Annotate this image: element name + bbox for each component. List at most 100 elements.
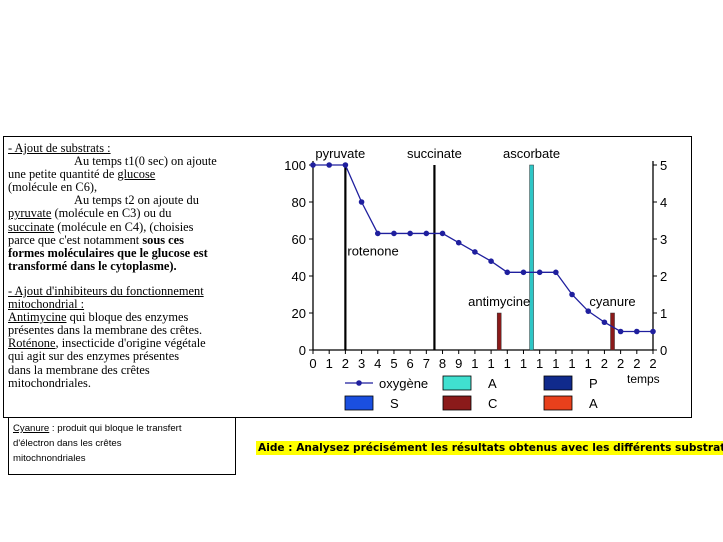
- oxygen-point: [342, 162, 349, 168]
- event-label-rotenone: rotenone: [347, 244, 398, 259]
- oxygen-point: [358, 199, 365, 205]
- x-tick-label: 2: [617, 356, 624, 371]
- event-label-succinate: succinate: [407, 146, 462, 161]
- x-tick-label: 1: [471, 356, 478, 371]
- oxygen-point: [617, 328, 624, 335]
- x-tick-label: 1: [487, 356, 494, 371]
- legend-swatch-S: [344, 395, 374, 411]
- oxygen-point: [374, 230, 381, 237]
- x-tick-label: 1: [585, 356, 592, 371]
- y-tick-label: 20: [292, 306, 306, 321]
- x-tick-label: 5: [390, 356, 397, 371]
- cyanure-note: Cyanure : produit qui bloque le transfer…: [8, 417, 236, 475]
- oxygen-point: [407, 230, 413, 237]
- x-tick-label: 1: [536, 356, 543, 371]
- x-tick-label: 4: [374, 356, 381, 371]
- event-bar-antimycine: [496, 312, 502, 351]
- anti-line1: qui bloque des enzymes: [66, 310, 189, 325]
- oxygen-point: [601, 319, 608, 326]
- event-label-cyanure: cyanure: [589, 294, 635, 309]
- y2-tick-label: 3: [660, 232, 667, 247]
- x-tick-label: 3: [358, 356, 365, 371]
- legend-label: C: [488, 396, 497, 411]
- x-tick-label: 2: [649, 356, 656, 371]
- legend-swatch-C: [442, 395, 472, 411]
- event-label-ascorbate: ascorbate: [503, 146, 560, 161]
- cyanure-word: Cyanure: [13, 423, 50, 434]
- legend-swatch-P: [543, 375, 573, 391]
- t2-line4a: parce que c'est notamment: [8, 232, 143, 247]
- t1-line3: (molécule en C6),: [8, 180, 98, 195]
- t2-line2b: (molécule en C3) ou du: [51, 206, 172, 221]
- legend-label: S: [390, 396, 399, 411]
- x-tick-label: 2: [633, 356, 640, 371]
- oxygen-point: [488, 258, 494, 264]
- oxygen-chart: 0 20 40 60 80 100 0 1 2 3 4 5 0 1 2 3 4 5 6 7 8 9 1 1 1 1 1 1 1 1 2 2 2 2…: [248, 137, 692, 417]
- oxygen-point: [326, 162, 332, 168]
- oxygen-point: [634, 328, 640, 335]
- x-tick-label: 2: [601, 356, 608, 371]
- rotenone-word: Roténone: [8, 336, 56, 351]
- event-bar-cyanure: [610, 312, 615, 351]
- oxygen-point: [553, 269, 559, 276]
- cyanure-line3: mitochnondriales: [13, 453, 86, 464]
- oxygen-point: [439, 230, 446, 237]
- t2-line1: Au temps t2 on ajoute du: [74, 193, 199, 208]
- succinate-word: succinate: [8, 219, 55, 234]
- y2-tick-label: 1: [660, 306, 667, 321]
- t2-line3b: (molécule en C4), (choisies: [54, 219, 194, 234]
- x-axis-label: temps: [627, 372, 660, 386]
- legend-label: A: [589, 396, 598, 411]
- legend-label: oxygène: [379, 376, 428, 391]
- oxygen-point: [536, 269, 543, 276]
- event-label-antimycine: antimycine: [468, 294, 530, 309]
- oxygen-point: [391, 230, 397, 237]
- y-tick-label: 100: [284, 158, 306, 173]
- event-bar-ascorbate: [529, 164, 534, 351]
- oxygen-point: [423, 230, 430, 237]
- legend-label: P: [589, 376, 598, 391]
- oxygen-point: [472, 249, 478, 255]
- oxygen-point: [504, 269, 511, 276]
- y2-tick-label: 5: [660, 158, 667, 173]
- legend-swatch-A: [442, 375, 472, 391]
- x-tick-label: 9: [455, 356, 462, 371]
- y-tick-label: 0: [299, 343, 306, 358]
- x-tick-label: 1: [504, 356, 511, 371]
- legend-label: A: [488, 376, 497, 391]
- t1-line1: Au temps t1(0 sec) on ajoute: [74, 154, 217, 169]
- legend-swatch-A: [543, 395, 573, 411]
- y2-tick-label: 2: [660, 269, 667, 284]
- rote-line1: , insecticide d'origine végétale: [55, 336, 206, 351]
- y2-tick-label: 0: [660, 343, 667, 358]
- x-tick-label: 2: [342, 356, 349, 371]
- aide-hint: Aide : Analysez précisément les résultat…: [256, 441, 723, 455]
- y-tick-label: 80: [292, 195, 306, 210]
- rote-line2: qui agit sur des enzymes présentes: [8, 349, 180, 364]
- event-label-pyruvate: pyruvate: [315, 146, 365, 161]
- oxygen-point: [310, 162, 316, 168]
- oxygen-point: [455, 239, 462, 246]
- section2-title1: - Ajout d'inhibiteurs du fonctionnement: [8, 283, 204, 298]
- pyruvate-word: pyruvate: [8, 206, 52, 221]
- explanation-text: - Ajout de substrats : Au temps t1(0 sec…: [8, 141, 246, 390]
- oxygen-point: [520, 269, 527, 276]
- x-tick-label: 7: [423, 356, 430, 371]
- antimycine-word: Antimycine: [8, 310, 67, 325]
- t2-line6: transformé dans le cytoplasme).: [8, 258, 177, 273]
- section2-title2: mitochondrial :: [8, 297, 85, 312]
- cyanure-line1: : produit qui bloque le transfert: [49, 423, 182, 434]
- y2-tick-label: 4: [660, 195, 667, 210]
- oxygen-point: [650, 328, 656, 335]
- cyanure-line2: d'électron dans les crêtes: [13, 438, 122, 449]
- oxygen-point: [585, 308, 592, 314]
- x-tick-label: 1: [552, 356, 559, 371]
- x-tick-label: 1: [568, 356, 575, 371]
- y-tick-label: 60: [292, 232, 306, 247]
- y-tick-label: 40: [292, 269, 306, 284]
- anti-line2: présentes dans la membrane des crêtes.: [8, 323, 203, 338]
- section1-title: - Ajout de substrats :: [8, 141, 111, 155]
- x-tick-label: 8: [439, 356, 446, 371]
- x-tick-label: 0: [309, 356, 316, 371]
